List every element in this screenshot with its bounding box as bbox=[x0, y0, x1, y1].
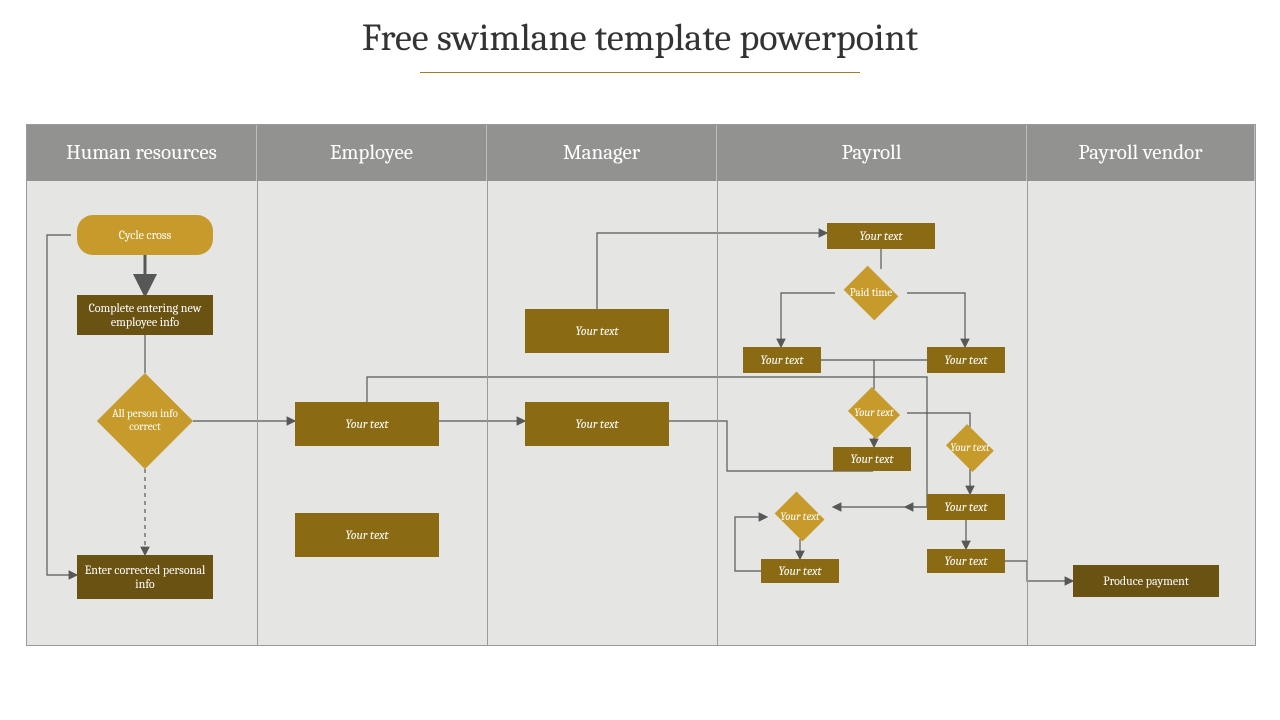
node-n_cycle: Cycle cross bbox=[77, 215, 213, 255]
connector bbox=[781, 293, 835, 347]
node-d_pc3: Your text bbox=[939, 427, 1001, 469]
lane-divider bbox=[717, 181, 718, 645]
node-n_mgr1: Your text bbox=[525, 309, 669, 353]
node-n_pay: Produce payment bbox=[1073, 565, 1219, 597]
node-n_ptop: Your text bbox=[827, 223, 935, 249]
lane-divider bbox=[487, 181, 488, 645]
swimlane-canvas: Human resourcesEmployeeManagerPayrollPay… bbox=[26, 124, 1256, 646]
connector bbox=[821, 360, 874, 389]
lane-divider bbox=[257, 181, 258, 645]
connector bbox=[47, 235, 77, 575]
node-n_pl: Your text bbox=[743, 347, 821, 373]
node-n_pc5: Your text bbox=[927, 549, 1005, 573]
node-d_paid: Paid time bbox=[835, 269, 907, 317]
connector bbox=[1005, 561, 1073, 581]
page-title: Free swimlane template powerpoint bbox=[0, 16, 1280, 60]
node-d_pc6: Your text bbox=[767, 495, 833, 539]
connector bbox=[907, 413, 970, 427]
lane-header-mgr: Manager bbox=[487, 125, 717, 181]
node-n_mgr2: Your text bbox=[525, 402, 669, 446]
node-n_emp1: Your text bbox=[295, 402, 439, 446]
lane-header-pay: Payroll bbox=[717, 125, 1027, 181]
node-n_pc4: Your text bbox=[927, 494, 1005, 520]
node-n_pr: Your text bbox=[927, 347, 1005, 373]
node-n_pc2: Your text bbox=[833, 447, 911, 471]
lane-header-hr: Human resources bbox=[27, 125, 257, 181]
lane-header-ven: Payroll vendor bbox=[1027, 125, 1255, 181]
node-n_complete: Complete entering new employee info bbox=[77, 295, 213, 335]
lane-divider bbox=[1027, 181, 1028, 645]
lane-header-emp: Employee bbox=[257, 125, 487, 181]
node-n_emp2: Your text bbox=[295, 513, 439, 557]
connector bbox=[907, 293, 965, 347]
node-n_corrected: Enter corrected personal info bbox=[77, 555, 213, 599]
title-underline bbox=[420, 72, 860, 73]
node-n_pc7: Your text bbox=[761, 559, 839, 583]
connector bbox=[597, 233, 827, 309]
node-d_pc1: Your text bbox=[841, 389, 907, 437]
node-d_correct: All person info correct bbox=[97, 373, 193, 469]
